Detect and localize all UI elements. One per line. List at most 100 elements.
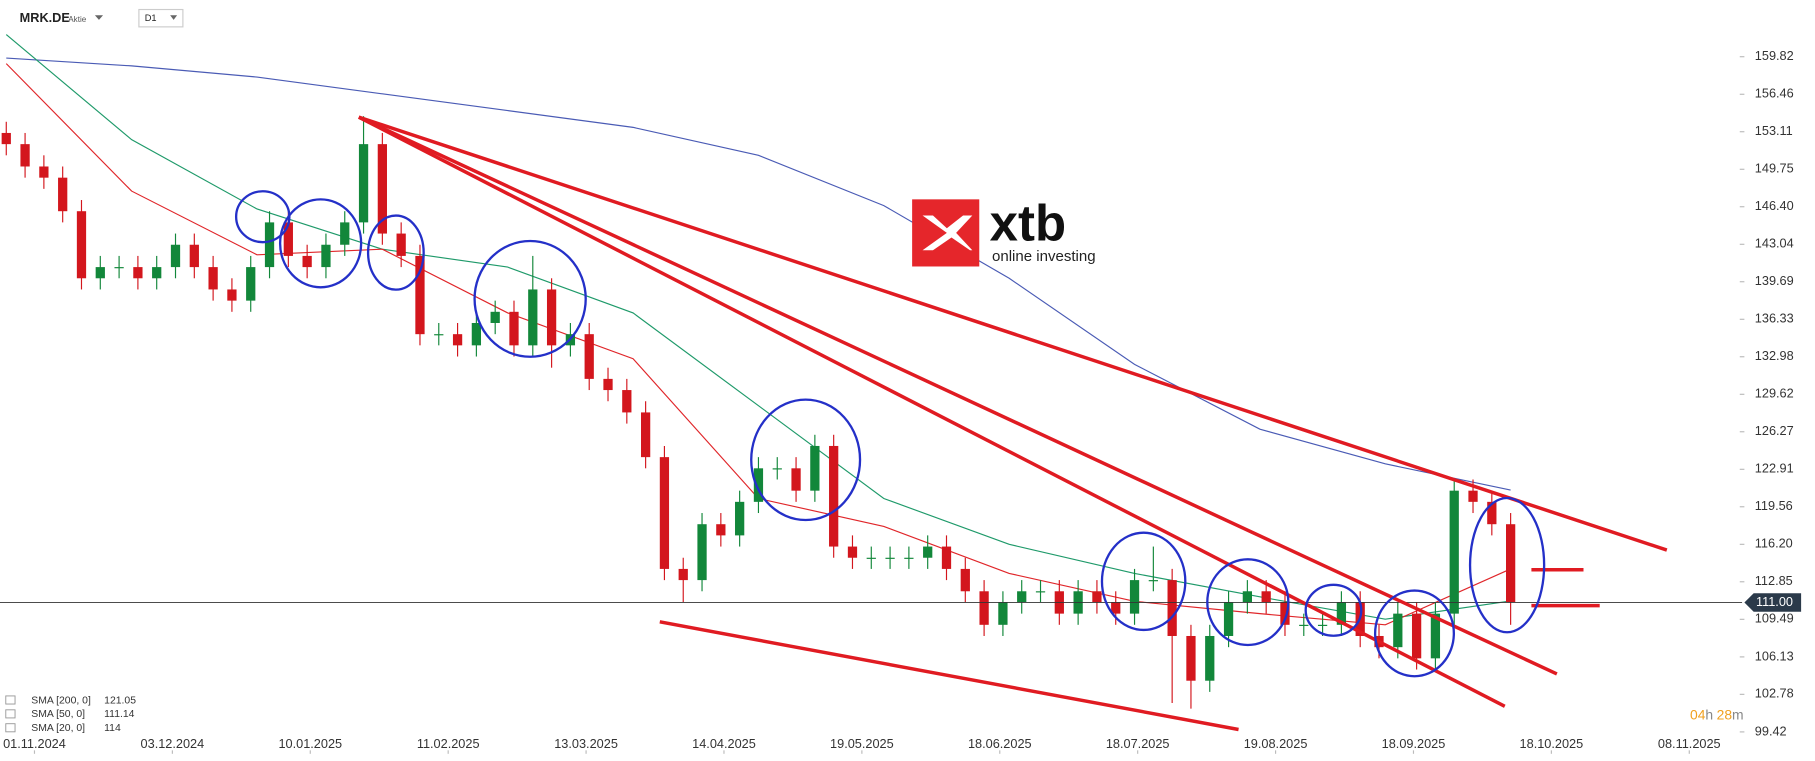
candle-body xyxy=(1317,624,1328,626)
candle-body xyxy=(227,289,237,301)
symbol: MRK.DE xyxy=(20,10,70,25)
candle-body xyxy=(95,267,105,279)
y-tick-label: 159.82 xyxy=(1755,48,1794,63)
candle-body xyxy=(1242,591,1252,603)
y-tick-label: 106.13 xyxy=(1755,648,1794,663)
y-tick-label: 109.49 xyxy=(1755,611,1794,626)
candle-body xyxy=(208,267,218,290)
candle-body xyxy=(885,557,895,559)
legend-icon xyxy=(5,709,16,719)
legend-value: 114 xyxy=(104,723,121,734)
trendline xyxy=(659,620,1239,732)
candle-body xyxy=(791,468,801,491)
candle-body xyxy=(1148,580,1158,582)
timeframe-arrow xyxy=(170,15,178,20)
trendlines xyxy=(358,115,1668,732)
candle-body xyxy=(998,602,1008,625)
candle-body xyxy=(1092,591,1102,603)
candle-body xyxy=(509,311,519,346)
candle-body xyxy=(1261,591,1271,603)
candle-body xyxy=(1299,624,1309,626)
countdown-unit: m xyxy=(1732,706,1744,722)
logo-tagline: online investing xyxy=(992,248,1096,265)
candle-body xyxy=(1186,635,1196,681)
candle-body xyxy=(1506,524,1516,603)
candle-body xyxy=(735,501,745,536)
candle-body xyxy=(133,267,143,279)
timeframe: D1 xyxy=(145,13,157,23)
timeframe-box[interactable] xyxy=(138,8,184,28)
candle-body xyxy=(452,334,463,346)
candle-body xyxy=(810,445,820,491)
candle-body xyxy=(753,468,764,502)
trendline xyxy=(358,115,1506,708)
candle-body xyxy=(1223,602,1234,636)
circles xyxy=(234,190,1546,678)
candle-body xyxy=(866,557,876,559)
y-tick-label: 136.33 xyxy=(1755,311,1794,326)
marks: 159.82 156.46 153.11 149.75 146.40 143.04 139.… xyxy=(0,34,1794,754)
trendline xyxy=(358,115,1668,552)
candle-body xyxy=(246,267,256,301)
dropdown-arrow[interactable] xyxy=(94,15,104,20)
y-tick-label: 102.78 xyxy=(1755,686,1794,701)
candle-body xyxy=(39,166,49,178)
y-tick-label: 119.56 xyxy=(1755,498,1793,513)
candle-body xyxy=(1017,591,1027,603)
x-tick-label: 11.02.2025 xyxy=(417,736,480,751)
candle-body xyxy=(321,244,331,268)
candle-body xyxy=(302,255,312,268)
candle-body xyxy=(1167,580,1177,636)
candle-body xyxy=(358,144,369,223)
circle xyxy=(1468,496,1546,634)
candle-body xyxy=(114,267,124,269)
trendline xyxy=(358,115,1558,676)
candle-body xyxy=(471,322,482,346)
candle-body xyxy=(904,557,914,559)
x-tick-label: 19.05.2025 xyxy=(830,736,894,751)
x-tick-label: 13.03.2025 xyxy=(554,736,618,751)
candle-body xyxy=(1393,613,1403,648)
y-tick-label: 116.20 xyxy=(1755,536,1793,551)
legend-value: 111.14 xyxy=(104,709,134,720)
y-tick-label: 122.91 xyxy=(1755,461,1794,476)
logo-mark xyxy=(922,215,973,251)
y-tick-label: 129.62 xyxy=(1755,386,1794,401)
y-tick-label: 156.46 xyxy=(1755,86,1794,101)
candle-body xyxy=(1430,613,1441,659)
x-tick-label: 10.01.2025 xyxy=(278,736,342,751)
y-tick-label: 149.75 xyxy=(1755,161,1794,176)
candle-body xyxy=(1336,602,1347,625)
y-tick-label: 112.85 xyxy=(1755,573,1793,588)
candle-body xyxy=(584,334,594,379)
candle-body xyxy=(640,412,651,458)
circle xyxy=(1373,589,1456,678)
candle-body xyxy=(1035,591,1046,593)
candle-body xyxy=(979,591,989,625)
candle-body xyxy=(434,334,444,336)
candle-body xyxy=(1280,602,1290,625)
candle-body xyxy=(396,233,406,256)
candle-body xyxy=(170,244,181,268)
candle-body xyxy=(264,222,275,268)
candle-body xyxy=(58,177,68,212)
candle-body xyxy=(697,524,707,581)
logo-brand: xtb xyxy=(990,195,1066,252)
candle-body xyxy=(152,267,162,279)
candle-body xyxy=(716,524,726,536)
candle-body xyxy=(847,546,858,558)
candle-body xyxy=(528,289,538,346)
legend-name: SMA [200, 0] xyxy=(31,695,91,706)
legend-icon xyxy=(5,695,16,705)
circle xyxy=(1206,558,1290,647)
legend-name: SMA [20, 0] xyxy=(31,723,85,734)
x-tick-label: 01.11.2024 xyxy=(3,736,66,751)
circle xyxy=(278,198,363,289)
x-tick-label: 03.12.2024 xyxy=(141,736,205,751)
x-tick-label: 14.04.2025 xyxy=(692,736,756,751)
candle-body xyxy=(1111,602,1121,614)
candle-body xyxy=(1205,635,1215,681)
y-tick-label: 132.98 xyxy=(1755,348,1794,363)
